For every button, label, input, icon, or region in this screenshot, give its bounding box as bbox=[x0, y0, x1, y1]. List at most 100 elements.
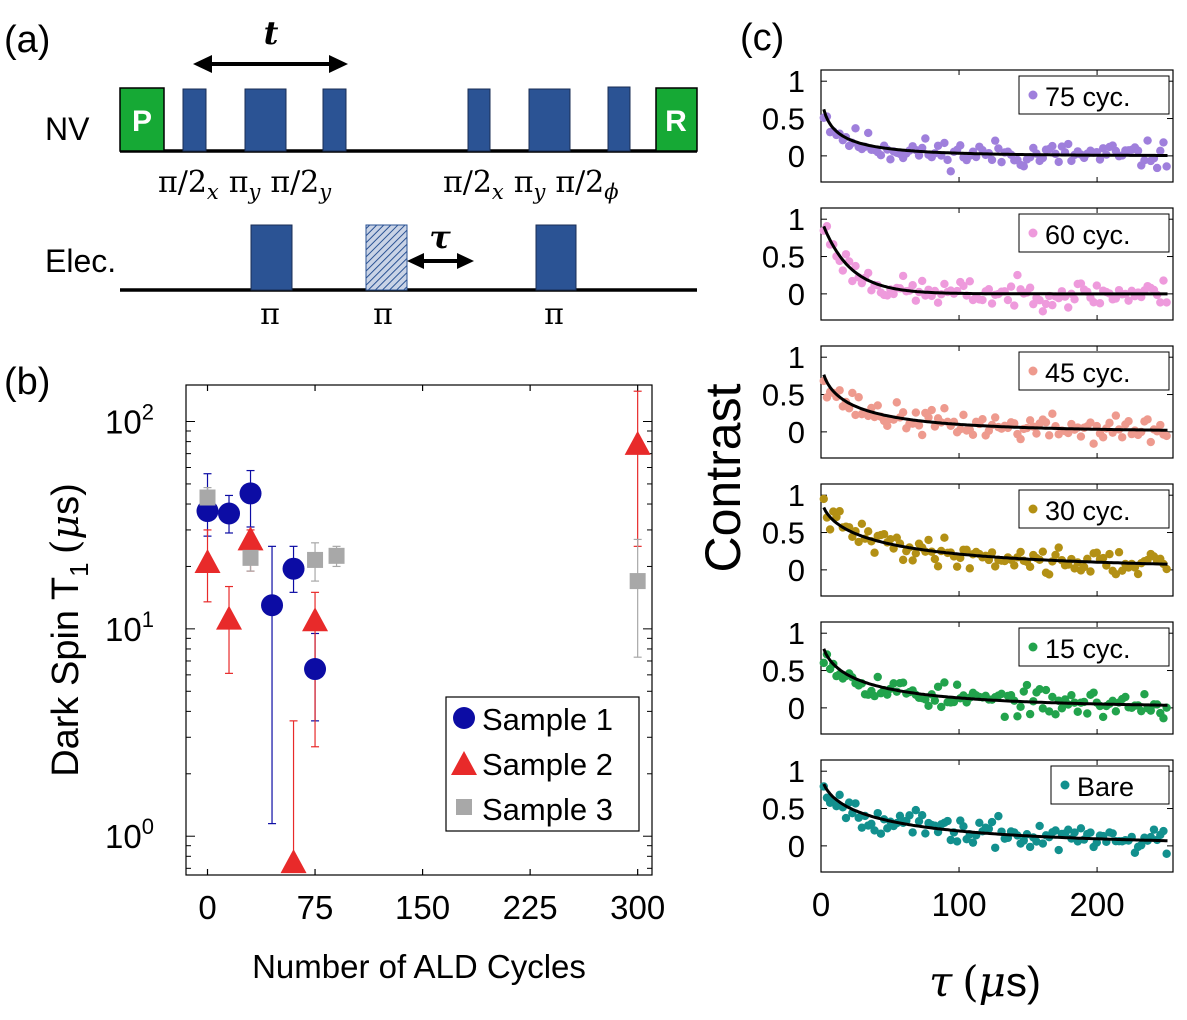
data-point bbox=[933, 682, 943, 691]
data-point bbox=[870, 548, 879, 557]
readout-pulse bbox=[655, 87, 698, 152]
data-point bbox=[965, 564, 975, 573]
data-point bbox=[1137, 840, 1146, 850]
subplot-legend-label: Bare bbox=[1077, 772, 1134, 802]
legend-label-sample-1: Sample 1 bbox=[482, 702, 613, 737]
data-point bbox=[987, 548, 997, 557]
data-point bbox=[1010, 419, 1019, 428]
data-point bbox=[924, 535, 933, 545]
sample-3-point bbox=[242, 549, 259, 566]
data-point bbox=[1146, 437, 1155, 447]
data-point bbox=[1140, 156, 1149, 165]
data-point bbox=[1162, 564, 1171, 574]
data-point bbox=[930, 554, 940, 564]
data-point bbox=[1010, 561, 1019, 570]
x-tick-label: 300 bbox=[610, 889, 665, 926]
data-point bbox=[1035, 821, 1044, 831]
chart-b-legend: Sample 1 Sample 2 Sample 3 bbox=[445, 696, 640, 832]
data-point bbox=[851, 261, 860, 271]
label-piy-1-sub: y bbox=[247, 180, 261, 204]
y-tick-label: 0.5 bbox=[762, 378, 805, 413]
data-point bbox=[892, 398, 901, 407]
data-point bbox=[864, 411, 873, 421]
data-point bbox=[940, 404, 949, 413]
data-point bbox=[1044, 431, 1054, 440]
data-point bbox=[1016, 434, 1025, 444]
sample-2-point bbox=[624, 430, 651, 455]
subplot-frame bbox=[820, 69, 1174, 183]
y-tick-label: 100 bbox=[105, 814, 154, 855]
data-point bbox=[848, 276, 857, 286]
data-point bbox=[943, 816, 952, 826]
data-point bbox=[1118, 566, 1127, 575]
data-point bbox=[1048, 409, 1057, 418]
data-point bbox=[825, 525, 835, 534]
data-point bbox=[1086, 828, 1095, 837]
data-point bbox=[1048, 141, 1057, 151]
data-point bbox=[1054, 293, 1063, 303]
data-point bbox=[898, 271, 908, 281]
data-point bbox=[1143, 415, 1152, 424]
data-point bbox=[1089, 688, 1098, 697]
fit-curve bbox=[822, 648, 1168, 707]
data-point bbox=[933, 562, 943, 571]
data-point bbox=[978, 295, 987, 305]
ylabel-unit-prefix: ( bbox=[43, 540, 87, 555]
y-tick-label: 0 bbox=[788, 139, 805, 174]
elec-pulse-3 bbox=[535, 224, 577, 291]
data-point bbox=[1041, 299, 1051, 309]
data-point bbox=[1051, 826, 1060, 835]
data-point bbox=[864, 527, 873, 536]
data-point bbox=[1044, 707, 1054, 716]
subplot-frame bbox=[820, 759, 1174, 873]
subplot-legend-label: 60 cyc. bbox=[1045, 220, 1131, 250]
data-point bbox=[1010, 301, 1019, 310]
xlabel-unit-mu: μ bbox=[979, 957, 1006, 1006]
data-point bbox=[1079, 562, 1089, 572]
data-point bbox=[959, 822, 968, 831]
data-point bbox=[1019, 687, 1028, 696]
data-point bbox=[914, 151, 924, 160]
legend-label-sample-3: Sample 3 bbox=[482, 792, 613, 827]
subplot-legend-marker bbox=[1028, 366, 1038, 376]
data-point bbox=[1086, 418, 1095, 427]
nv-pulse-pi2x-2 bbox=[467, 88, 491, 152]
data-point bbox=[1016, 547, 1025, 557]
subplot-legend-box bbox=[1050, 765, 1170, 805]
data-point bbox=[1029, 299, 1038, 309]
data-point bbox=[819, 494, 828, 504]
sample-3-point bbox=[307, 551, 324, 568]
subplot-45-cyc: 00.51 45 cyc. bbox=[762, 340, 1174, 459]
chart-c-ylabel: Contrast bbox=[695, 383, 751, 572]
data-point bbox=[956, 425, 965, 434]
legend-label-sample-2: Sample 2 bbox=[482, 747, 613, 782]
data-point bbox=[1159, 826, 1168, 836]
data-point bbox=[1006, 282, 1016, 291]
data-point bbox=[1156, 146, 1165, 156]
nv-pulse-labels-group1: π/2x πy π/2y bbox=[158, 165, 332, 204]
data-point bbox=[1149, 825, 1159, 834]
fit-curve bbox=[822, 506, 1168, 566]
data-point bbox=[1111, 411, 1121, 420]
data-point bbox=[930, 696, 940, 705]
sample-1-point bbox=[218, 502, 241, 525]
data-point bbox=[1111, 707, 1121, 716]
legend-marker-sample-2 bbox=[451, 751, 477, 775]
data-point bbox=[1159, 138, 1168, 147]
data-point bbox=[1159, 714, 1168, 723]
data-point bbox=[1162, 849, 1171, 858]
xlabel-unit-prefix: ( bbox=[962, 957, 978, 1006]
sample-2-point bbox=[194, 549, 221, 574]
elec-pulse-1-label: π bbox=[260, 297, 280, 332]
data-point bbox=[940, 279, 949, 289]
label-piy-2-sub: y bbox=[532, 180, 546, 204]
data-point bbox=[1019, 836, 1028, 845]
data-point bbox=[1083, 709, 1092, 718]
data-point bbox=[1064, 825, 1073, 834]
data-point bbox=[898, 678, 908, 687]
data-point bbox=[987, 817, 997, 827]
y-tick-label: 0.5 bbox=[762, 516, 805, 551]
panel-label-a: (a) bbox=[4, 19, 50, 61]
data-point bbox=[1051, 550, 1060, 560]
polarize-pulse-label: P bbox=[132, 105, 152, 138]
